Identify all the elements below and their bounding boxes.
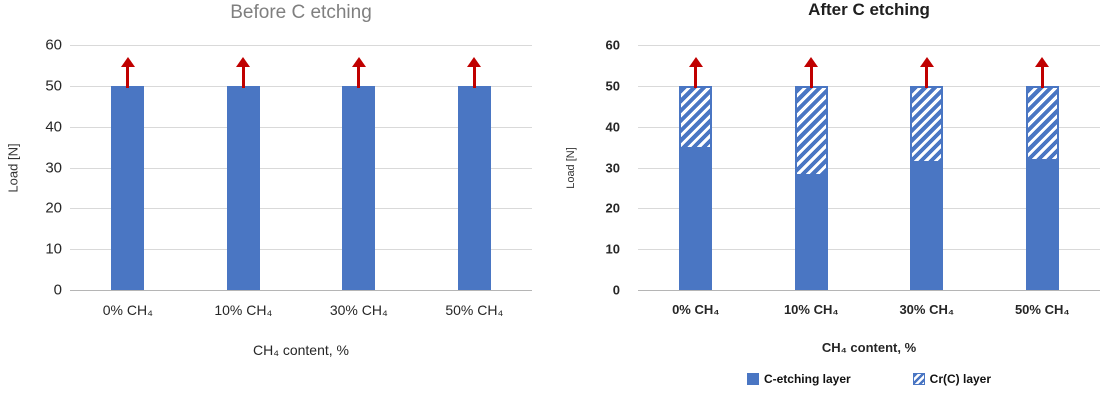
gridline: [70, 290, 532, 291]
arrow-stem: [126, 66, 130, 88]
gridline: [70, 167, 532, 169]
x-tick-label: 10% CH₄: [214, 302, 273, 318]
x-axis-tick-labels: 0% CH₄ 10% CH₄ 30% CH₄ 50% CH₄: [638, 302, 1100, 324]
arrow-stem: [357, 66, 361, 88]
x-axis-title: CH₄ content, %: [821, 340, 917, 355]
overload-arrow-icon: [688, 56, 703, 88]
arrow-head-icon: [688, 56, 703, 67]
bar-segment-solid: [679, 147, 713, 290]
gridline: [638, 290, 1100, 291]
y-tick-label: 0: [53, 281, 62, 299]
arrow-head-icon: [467, 56, 482, 67]
x-tick-label: 10% CH₄: [783, 302, 839, 317]
bar-segment-solid: [342, 85, 376, 290]
gridline: [70, 208, 532, 210]
arrow-stem: [925, 66, 929, 88]
legend-item: C-etching layer: [746, 372, 851, 386]
solid-swatch-icon: [746, 373, 759, 385]
y-tick-label: 60: [605, 37, 620, 53]
bar-segment-hatch: [1025, 85, 1059, 160]
y-tick-label: 30: [605, 160, 620, 175]
gridline: [638, 45, 1100, 46]
arrow-stem: [694, 66, 698, 88]
chart-after-c-etching: After C etching Load [N] 0 10 20 30 40 50 60 0…: [556, 0, 1112, 403]
legend-label: C-etching layer: [763, 372, 851, 386]
overload-arrow-icon: [236, 56, 251, 88]
bar-segment-solid: [111, 85, 145, 290]
x-tick-label: 0% CH₄: [102, 302, 153, 318]
bar-segment-solid: [226, 85, 260, 290]
gridline: [638, 249, 1100, 251]
bar-segment-hatch: [910, 85, 944, 162]
chart-before-c-etching: Before C etching Load [N] 0 10 20 30 40 50 60 …: [0, 0, 545, 403]
x-tick-label: 0% CH₄: [672, 302, 720, 317]
arrow-head-icon: [120, 56, 135, 67]
overload-arrow-icon: [1035, 56, 1050, 88]
overload-arrow-icon: [919, 56, 934, 88]
bar-segment-solid: [1025, 159, 1059, 290]
y-tick-label: 30: [45, 159, 62, 176]
y-tick-label: 40: [605, 119, 620, 135]
overload-arrow-icon: [351, 56, 366, 88]
gridline: [638, 85, 1100, 87]
bar-segment-solid: [910, 161, 944, 290]
gridline: [70, 45, 532, 46]
arrow-stem: [241, 66, 245, 88]
bar-segment-hatch: [679, 85, 713, 148]
x-tick-label: 30% CH₄: [329, 302, 388, 318]
x-axis-title: CH₄ content, %: [253, 342, 349, 358]
plot-area: [638, 45, 1100, 291]
overload-arrow-icon: [804, 56, 819, 88]
arrow-stem: [809, 66, 813, 88]
y-tick-label: 40: [45, 118, 62, 136]
arrow-head-icon: [919, 56, 934, 67]
y-tick-label: 0: [612, 282, 620, 298]
legend: C-etching layer Cr(C) layer: [638, 372, 1100, 386]
arrow-head-icon: [1035, 56, 1050, 67]
legend-item: Cr(C) layer: [912, 372, 992, 386]
overload-arrow-icon: [120, 56, 135, 88]
y-axis-title: Load [N]: [5, 143, 21, 193]
y-tick-label: 10: [605, 241, 620, 257]
arrow-stem: [1040, 66, 1044, 88]
y-tick-label: 50: [45, 77, 62, 95]
legend-label: Cr(C) layer: [929, 372, 992, 386]
gridline: [70, 126, 532, 128]
arrow-head-icon: [804, 56, 819, 67]
arrow-head-icon: [236, 56, 251, 67]
arrow-head-icon: [351, 56, 366, 67]
bar-segment-solid: [794, 173, 828, 290]
y-tick-label: 60: [45, 36, 62, 54]
gridline: [70, 85, 532, 87]
plot-area: [70, 45, 532, 291]
x-tick-label: 50% CH₄: [1014, 302, 1070, 317]
y-tick-label: 20: [45, 199, 62, 217]
bar-segment-hatch: [794, 85, 828, 174]
gridline: [70, 249, 532, 251]
gridline: [638, 126, 1100, 128]
gridline: [638, 167, 1100, 169]
y-tick-label: 10: [45, 240, 62, 258]
y-axis-tick-labels: 0 10 20 30 40 50 60: [24, 37, 62, 299]
y-tick-label: 50: [605, 78, 620, 94]
chart-title: After C etching: [808, 0, 930, 19]
y-axis-tick-labels: 0 10 20 30 40 50 60: [584, 38, 620, 298]
bar-segment-solid: [457, 85, 491, 290]
gridline: [638, 208, 1100, 210]
chart-title: Before C etching: [230, 2, 372, 23]
y-tick-label: 20: [605, 200, 620, 216]
arrow-stem: [472, 66, 476, 88]
hatch-swatch-icon: [912, 373, 925, 385]
y-axis-title: Load [N]: [565, 147, 577, 189]
overload-arrow-icon: [467, 56, 482, 88]
x-axis-tick-labels: 0% CH₄ 10% CH₄ 30% CH₄ 50% CH₄: [70, 302, 532, 324]
x-tick-label: 30% CH₄: [899, 302, 955, 317]
x-tick-label: 50% CH₄: [445, 302, 504, 318]
